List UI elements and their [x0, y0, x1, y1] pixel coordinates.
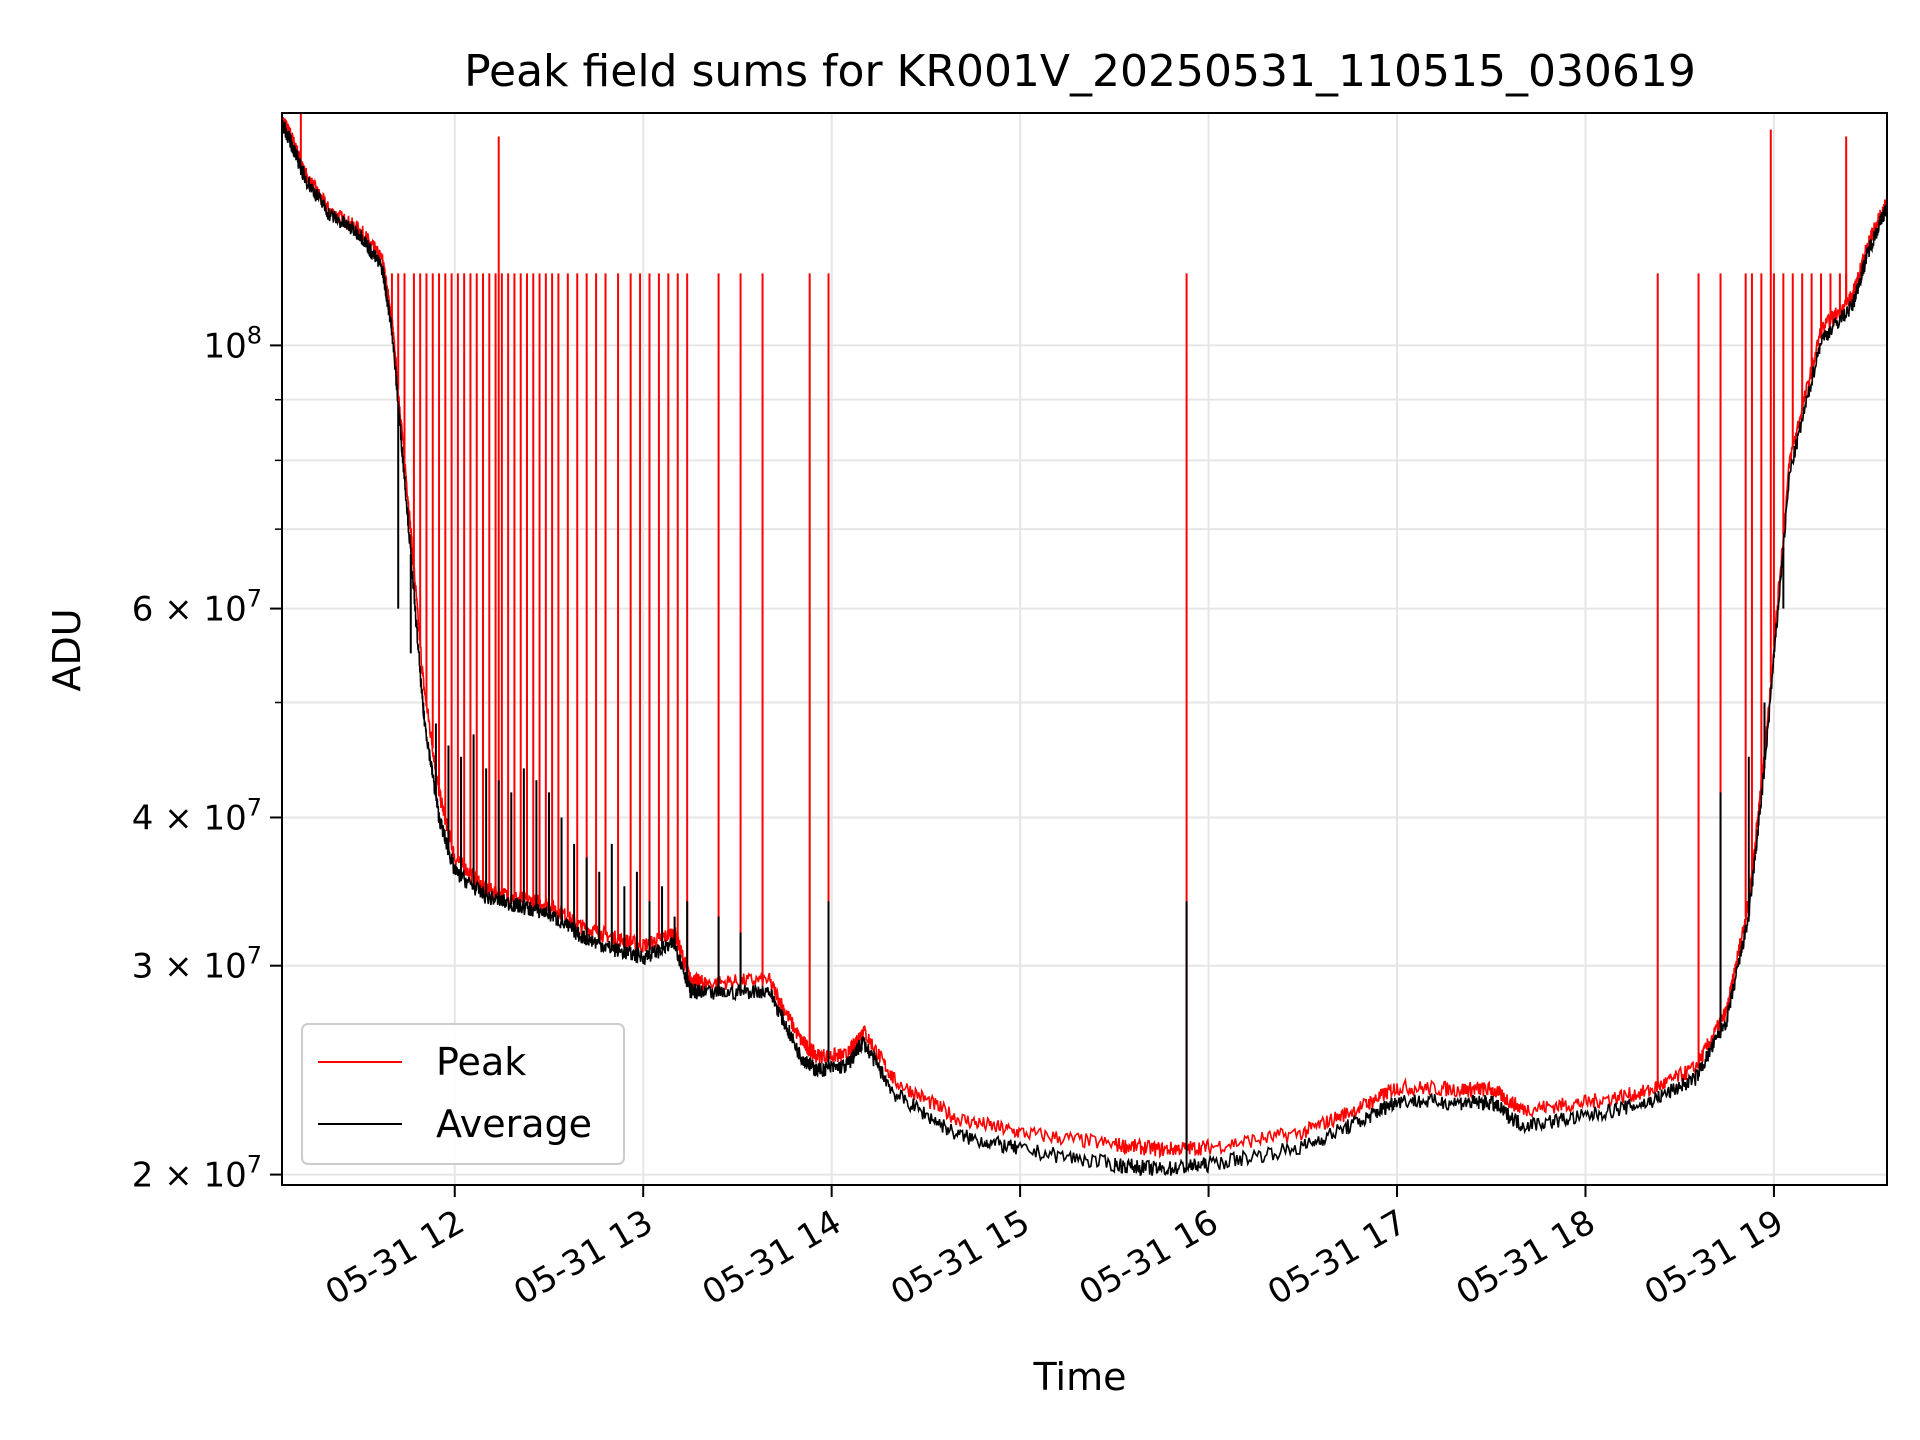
legend-label: Peak	[436, 1040, 526, 1084]
y-tick-label: 6 × 107	[132, 585, 262, 630]
y-axis-label: ADU	[45, 608, 89, 691]
series-layer	[281, 113, 1888, 1177]
legend: Peak Average	[301, 1023, 625, 1165]
series-line-average	[281, 117, 1888, 1177]
y-tick-label: 4 × 107	[132, 793, 262, 838]
series-line-peak	[281, 113, 1888, 1159]
y-tick-label: 3 × 107	[132, 942, 262, 987]
x-axis-label: Time	[1033, 1355, 1127, 1399]
chart-title: Peak field sums for KR001V_20250531_1105…	[464, 46, 1696, 97]
legend-label: Average	[436, 1102, 592, 1146]
y-tick-label: 2 × 107	[132, 1151, 262, 1196]
grid	[282, 113, 1887, 1185]
plot-frame	[281, 112, 1888, 1186]
legend-box	[301, 1023, 625, 1165]
